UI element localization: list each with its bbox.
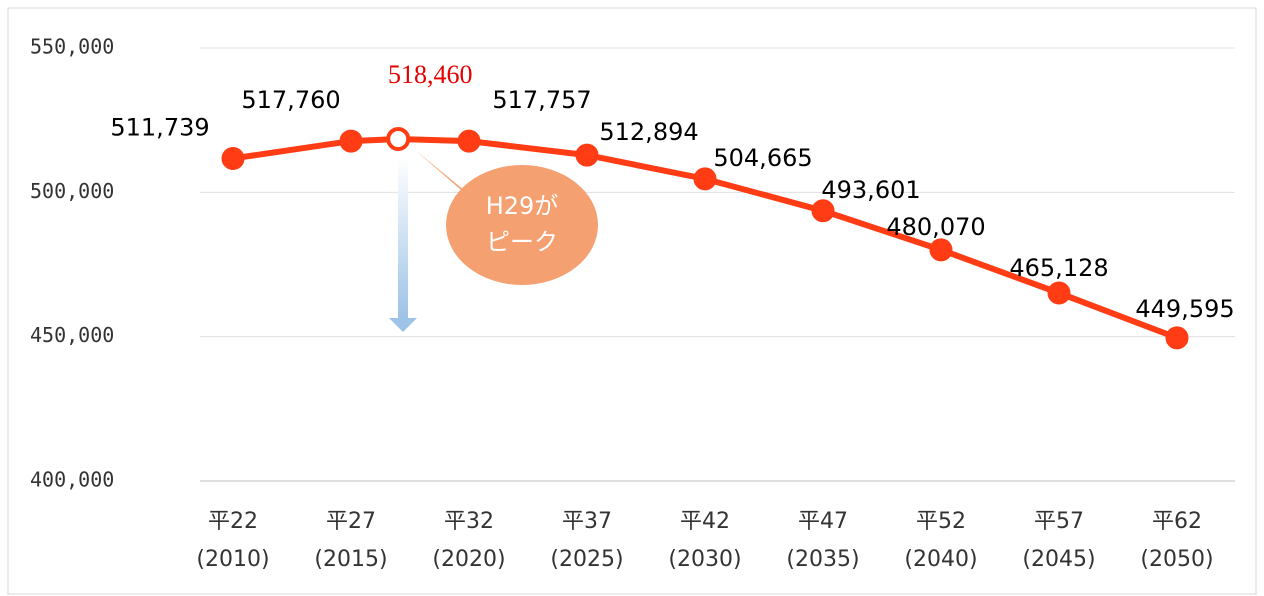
x-tick-label: 平37 (2025) (550, 509, 623, 572)
data-label: 511,739 (110, 113, 209, 141)
arrow (389, 158, 417, 332)
line (232, 136, 1179, 341)
marker (339, 129, 363, 153)
data-label: 465,128 (1009, 254, 1108, 282)
data-label: 512,894 (599, 118, 698, 146)
marker (575, 143, 599, 167)
x-tick-label: 平32 (2020) (432, 509, 505, 572)
y-tick-label: 500,000 (30, 179, 114, 203)
marker (386, 127, 411, 152)
data-label: 480,070 (886, 213, 985, 241)
x-tick-label: 平52 (2040) (904, 509, 977, 572)
x-tick-label: 平57 (2045) (1022, 509, 1095, 572)
marker (1047, 281, 1071, 305)
data-label: 517,760 (241, 86, 340, 114)
data-label: 518,460 (388, 60, 473, 89)
callout (446, 165, 598, 285)
annotation-text: H29がピーク (486, 192, 559, 256)
x-tick-label: 平47 (2035) (786, 509, 859, 572)
x-tick-label: 平27 (2015) (314, 509, 387, 572)
annotation: H29がピーク (415, 150, 598, 285)
frame (7, 7, 1257, 595)
data-label: 449,595 (1135, 295, 1234, 323)
marker (457, 129, 481, 153)
marker (221, 146, 245, 170)
marker (811, 199, 835, 223)
x-tick-label: 平42 (2030) (668, 509, 741, 572)
marker (1165, 326, 1189, 350)
data-label: 504,665 (713, 144, 812, 172)
y-tick-label: 550,000 (30, 35, 114, 59)
data-label: 517,757 (492, 86, 591, 114)
marker (693, 167, 717, 191)
x-tick-label: 平62 (2050) (1140, 509, 1213, 572)
x-tick-label: 平22 (2010) (196, 509, 269, 572)
y-tick-label: 400,000 (30, 468, 114, 492)
marker (929, 238, 953, 262)
data-label: 493,601 (821, 176, 920, 204)
y-tick-label: 450,000 (30, 323, 114, 347)
